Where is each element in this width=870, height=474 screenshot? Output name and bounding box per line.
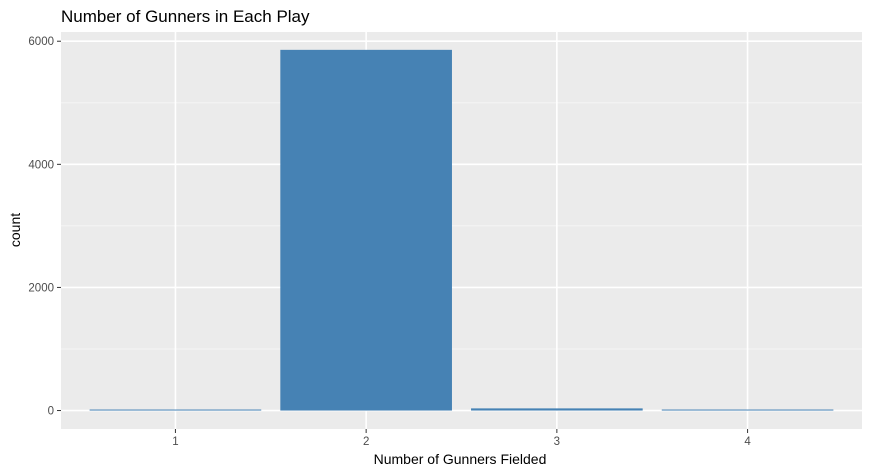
- y-tick-label: 6000: [28, 36, 54, 48]
- plot-panel: [61, 32, 862, 429]
- bar-3: [471, 408, 643, 411]
- x-axis: 1 2 3 4: [172, 429, 751, 448]
- bar-2: [280, 49, 452, 411]
- y-tick-label: 0: [48, 406, 54, 418]
- bar-1: [89, 409, 262, 411]
- x-tick-label: 1: [172, 436, 178, 448]
- y-tick-label: 2000: [28, 282, 54, 294]
- x-tick-label: 4: [744, 436, 751, 448]
- y-axis: 0 2000 4000 6000: [28, 36, 61, 418]
- bars: [89, 49, 834, 411]
- bar-4: [661, 409, 834, 411]
- y-axis-title: count: [7, 213, 23, 247]
- y-tick-label: 4000: [28, 159, 54, 171]
- x-tick-label: 3: [554, 436, 560, 448]
- chart-title: Number of Gunners in Each Play: [61, 7, 310, 26]
- x-tick-label: 2: [363, 436, 369, 448]
- grid-minor: [61, 102, 862, 350]
- x-axis-title: Number of Gunners Fielded: [374, 451, 547, 467]
